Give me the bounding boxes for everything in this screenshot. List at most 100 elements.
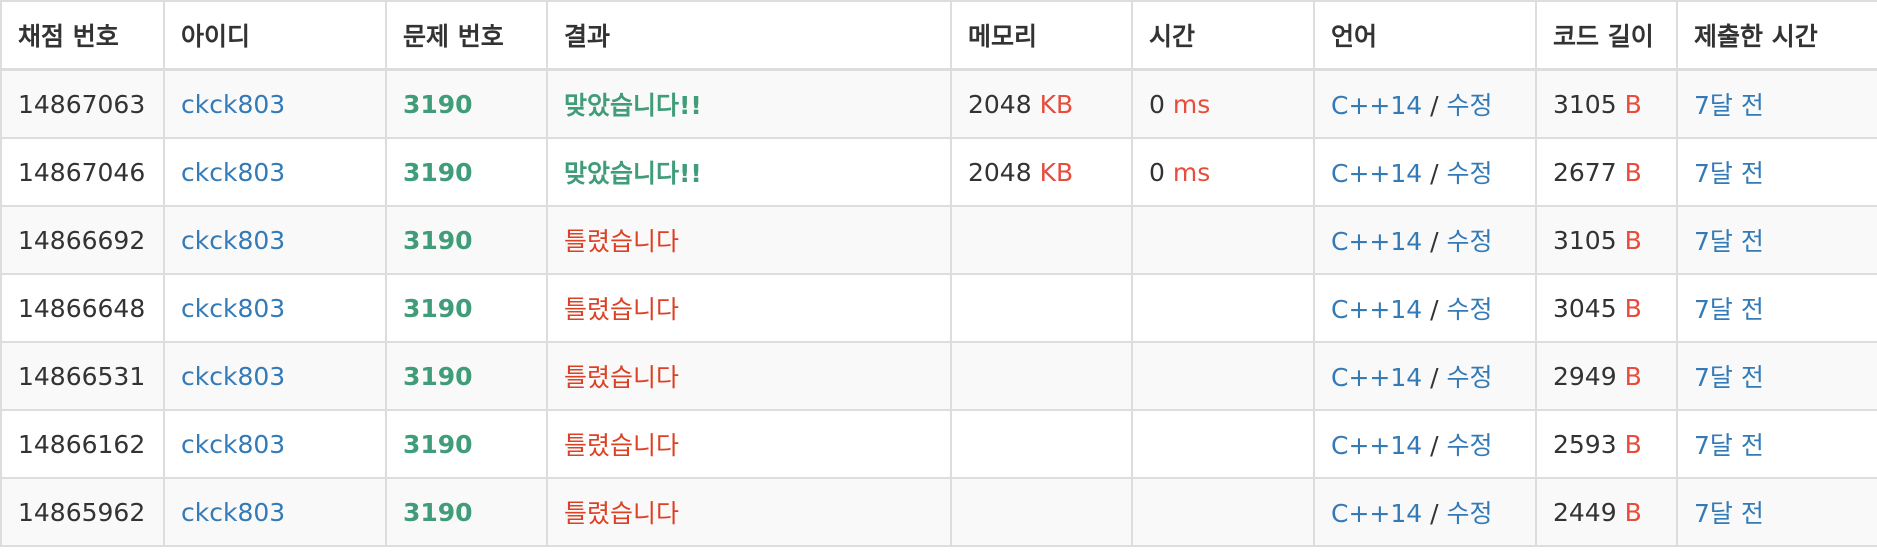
problem-link[interactable]: 3190 bbox=[403, 497, 473, 527]
code-length-cell: 2677 B bbox=[1535, 137, 1678, 207]
header-problem-id: 문제 번호 bbox=[385, 0, 548, 71]
memory-value: 2048 bbox=[968, 89, 1032, 119]
code-length-cell: 3045 B bbox=[1535, 273, 1678, 343]
submitted-time-link[interactable]: 7달 전 bbox=[1694, 91, 1764, 120]
submission-id: 14866531 bbox=[18, 361, 146, 391]
problem-link[interactable]: 3190 bbox=[403, 157, 473, 187]
submission-id-cell: 14866648 bbox=[0, 273, 165, 343]
user-link[interactable]: ckck803 bbox=[181, 497, 286, 527]
problem-cell: 3190 bbox=[385, 205, 548, 275]
problem-cell: 3190 bbox=[385, 409, 548, 479]
code-length-value: 2949 bbox=[1553, 361, 1617, 391]
language-link[interactable]: C++14 bbox=[1331, 91, 1423, 120]
submitted-time-link[interactable]: 7달 전 bbox=[1694, 363, 1764, 392]
code-length-unit: B bbox=[1624, 157, 1642, 187]
memory-cell bbox=[950, 341, 1133, 411]
result-cell: 틀렸습니다 bbox=[546, 341, 952, 411]
submission-status-table: 채점 번호 아이디 문제 번호 결과 메모리 시간 언어 코드 길이 제출한 시… bbox=[0, 0, 1877, 547]
code-length-value: 2677 bbox=[1553, 157, 1617, 187]
submission-id: 14866692 bbox=[18, 225, 146, 255]
edit-link[interactable]: 수정 bbox=[1446, 431, 1493, 460]
submitted-time-link[interactable]: 7달 전 bbox=[1694, 295, 1764, 324]
user-cell: ckck803 bbox=[163, 68, 387, 139]
table-row: 14865962 ckck803 3190 틀렸습니다 C++14 / 수정 2… bbox=[0, 477, 1877, 547]
edit-link[interactable]: 수정 bbox=[1446, 227, 1493, 256]
edit-link[interactable]: 수정 bbox=[1446, 91, 1493, 120]
submission-id: 14866648 bbox=[18, 293, 146, 323]
language-cell: C++14 / 수정 bbox=[1313, 409, 1537, 479]
submitted-time-link[interactable]: 7달 전 bbox=[1694, 159, 1764, 188]
edit-link[interactable]: 수정 bbox=[1446, 295, 1493, 324]
table-row: 14866162 ckck803 3190 틀렸습니다 C++14 / 수정 2… bbox=[0, 409, 1877, 479]
user-link[interactable]: ckck803 bbox=[181, 225, 286, 255]
time-cell bbox=[1131, 205, 1315, 275]
problem-link[interactable]: 3190 bbox=[403, 361, 473, 391]
language-edit-separator: / bbox=[1430, 295, 1439, 324]
problem-cell: 3190 bbox=[385, 341, 548, 411]
language-cell: C++14 / 수정 bbox=[1313, 273, 1537, 343]
header-time: 시간 bbox=[1131, 0, 1315, 71]
memory-cell: 2048 KB bbox=[950, 68, 1133, 139]
memory-cell bbox=[950, 409, 1133, 479]
time-cell bbox=[1131, 477, 1315, 547]
submission-id: 14867046 bbox=[18, 157, 146, 187]
edit-link[interactable]: 수정 bbox=[1446, 159, 1493, 188]
memory-cell: 2048 KB bbox=[950, 137, 1133, 207]
result-cell: 틀렸습니다 bbox=[546, 409, 952, 479]
submission-id: 14866162 bbox=[18, 429, 146, 459]
submitted-time-cell: 7달 전 bbox=[1676, 205, 1877, 275]
user-link[interactable]: ckck803 bbox=[181, 293, 286, 323]
language-link[interactable]: C++14 bbox=[1331, 499, 1423, 528]
submission-id-cell: 14867063 bbox=[0, 68, 165, 139]
memory-unit: KB bbox=[1039, 157, 1074, 187]
user-link[interactable]: ckck803 bbox=[181, 429, 286, 459]
user-link[interactable]: ckck803 bbox=[181, 157, 286, 187]
time-cell bbox=[1131, 341, 1315, 411]
result-cell: 틀렸습니다 bbox=[546, 477, 952, 547]
submission-id-cell: 14866692 bbox=[0, 205, 165, 275]
table-row: 14866531 ckck803 3190 틀렸습니다 C++14 / 수정 2… bbox=[0, 341, 1877, 411]
code-length-unit: B bbox=[1624, 429, 1642, 459]
header-submitted-time: 제출한 시간 bbox=[1676, 0, 1877, 71]
time-value-group: 0 ms bbox=[1149, 90, 1210, 119]
submission-id-cell: 14867046 bbox=[0, 137, 165, 207]
submitted-time-link[interactable]: 7달 전 bbox=[1694, 227, 1764, 256]
problem-link[interactable]: 3190 bbox=[403, 429, 473, 459]
submitted-time-cell: 7달 전 bbox=[1676, 409, 1877, 479]
problem-link[interactable]: 3190 bbox=[403, 225, 473, 255]
problem-link[interactable]: 3190 bbox=[403, 89, 473, 119]
language-edit-separator: / bbox=[1430, 91, 1439, 120]
language-link[interactable]: C++14 bbox=[1331, 431, 1423, 460]
user-cell: ckck803 bbox=[163, 409, 387, 479]
submitted-time-cell: 7달 전 bbox=[1676, 68, 1877, 139]
time-unit: ms bbox=[1172, 89, 1211, 119]
code-length-cell: 2449 B bbox=[1535, 477, 1678, 547]
user-cell: ckck803 bbox=[163, 477, 387, 547]
code-length-value: 3105 bbox=[1553, 225, 1617, 255]
language-link[interactable]: C++14 bbox=[1331, 295, 1423, 324]
submitted-time-cell: 7달 전 bbox=[1676, 273, 1877, 343]
time-value: 0 bbox=[1149, 157, 1165, 187]
table-row: 14867046 ckck803 3190 맞았습니다!! 2048 KB 0 … bbox=[0, 137, 1877, 207]
language-link[interactable]: C++14 bbox=[1331, 227, 1423, 256]
submitted-time-cell: 7달 전 bbox=[1676, 341, 1877, 411]
problem-cell: 3190 bbox=[385, 273, 548, 343]
submission-id: 14865962 bbox=[18, 497, 146, 527]
code-length-cell: 2949 B bbox=[1535, 341, 1678, 411]
memory-cell bbox=[950, 205, 1133, 275]
user-link[interactable]: ckck803 bbox=[181, 361, 286, 391]
result-cell: 맞았습니다!! bbox=[546, 137, 952, 207]
user-link[interactable]: ckck803 bbox=[181, 89, 286, 119]
code-length-cell: 3105 B bbox=[1535, 68, 1678, 139]
time-cell bbox=[1131, 409, 1315, 479]
memory-cell bbox=[950, 273, 1133, 343]
table-row: 14866692 ckck803 3190 틀렸습니다 C++14 / 수정 3… bbox=[0, 205, 1877, 275]
edit-link[interactable]: 수정 bbox=[1446, 363, 1493, 392]
problem-link[interactable]: 3190 bbox=[403, 293, 473, 323]
language-link[interactable]: C++14 bbox=[1331, 159, 1423, 188]
edit-link[interactable]: 수정 bbox=[1446, 499, 1493, 528]
submitted-time-link[interactable]: 7달 전 bbox=[1694, 499, 1764, 528]
submitted-time-link[interactable]: 7달 전 bbox=[1694, 431, 1764, 460]
language-link[interactable]: C++14 bbox=[1331, 363, 1423, 392]
header-submission-id: 채점 번호 bbox=[0, 0, 165, 71]
